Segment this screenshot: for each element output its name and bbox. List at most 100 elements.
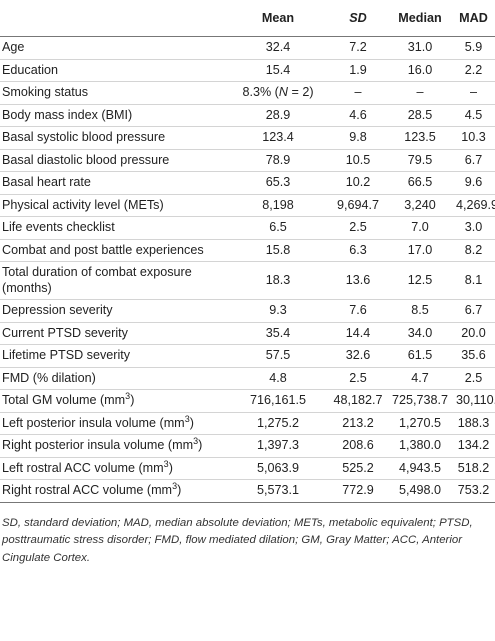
column-header: Mean	[228, 0, 328, 37]
table-row: Current PTSD severity 35.4 14.4 34.0 20.0	[0, 322, 495, 345]
cell: 1,275.2	[228, 412, 328, 435]
table-row: Combat and post battle experiences 15.8 6.…	[0, 239, 495, 262]
row-label: Depression severity	[0, 299, 228, 323]
table-row: FMD (% dilation) 4.8 2.5 4.7 2.5	[0, 367, 495, 390]
cell: 17.0	[388, 239, 452, 262]
cell: 10.5	[328, 149, 388, 172]
cell: 4.6	[328, 104, 388, 127]
row-label-part: 3	[193, 435, 199, 446]
row-label: Age	[0, 36, 228, 60]
cell: 1,270.5	[388, 412, 452, 435]
cell: 1.9	[328, 59, 388, 82]
table-row: Total GM volume (mm3) 716,161.5 48,182.7 72…	[0, 389, 495, 413]
cell: 7.2	[328, 36, 388, 60]
cell: 13.6	[328, 261, 388, 300]
cell: 3,240	[388, 194, 452, 217]
cell: 134.2	[452, 434, 495, 458]
cell: 4.5	[452, 104, 495, 127]
cell: 4,269.9	[452, 194, 495, 217]
cell: 1,380.0	[388, 434, 452, 458]
column-header: SD	[328, 0, 388, 37]
row-label: FMD (% dilation)	[0, 367, 228, 390]
cell: 5,063.9	[228, 457, 328, 480]
row-label-part: Right rostral ACC volume (mm	[2, 483, 173, 497]
table-row: Education 15.4 1.9 16.0 2.2	[0, 59, 495, 82]
row-label: Education	[0, 59, 228, 82]
row-label-part: )	[168, 460, 173, 475]
cell: 10.3	[452, 126, 495, 150]
cell: 79.5	[388, 149, 452, 172]
cell: 31.0	[388, 36, 452, 60]
cell: 4.8	[228, 367, 328, 390]
cell: 6.7	[452, 149, 495, 172]
cell: 123.4	[228, 126, 328, 150]
cell: 7.0	[388, 216, 452, 240]
table-row: Basal systolic blood pressure 123.4 9.8 123…	[0, 126, 495, 150]
data-table: Mean SD Median MAD Age 32.4 7.2 31.0 5.9 Educati…	[0, 0, 495, 503]
row-label-part: 3	[172, 480, 178, 491]
cell: –	[388, 81, 452, 105]
cell: 20.0	[452, 322, 495, 345]
cell: –	[328, 81, 388, 105]
table-row: Smoking status 8.3% (N = 2) – – –	[0, 81, 495, 105]
header-row: Mean SD Median MAD	[0, 0, 495, 37]
row-label: Life events checklist	[0, 216, 228, 240]
cell: 208.6	[328, 434, 388, 458]
row-label-part: )	[198, 438, 203, 452]
cell: 57.5	[228, 344, 328, 368]
footnote: SD, standard deviation; MAD, median abso…	[2, 516, 473, 564]
cell: 30,110.8	[452, 389, 495, 413]
cell: 28.5	[388, 104, 452, 127]
cell: 2.2	[452, 59, 495, 82]
cell: 2.5	[328, 367, 388, 390]
cell-part: = 2)	[287, 85, 314, 99]
table-row: Right rostral ACC volume (mm3) 5,573.1 772…	[0, 479, 495, 503]
cell: 772.9	[328, 479, 388, 503]
cell: 48,182.7	[328, 389, 388, 413]
row-label: Basal heart rate	[0, 171, 228, 195]
table-row: Left posterior insula volume (mm3) 1,275.…	[0, 412, 495, 435]
row-label: Basal systolic blood pressure	[0, 126, 228, 150]
row-label-part: )	[189, 415, 194, 430]
row-label: Basal diastolic blood pressure	[0, 149, 228, 172]
row-label: Smoking status	[0, 81, 228, 105]
cell: 2.5	[452, 367, 495, 390]
row-label-part: Right posterior insula volume (mm	[2, 438, 194, 452]
cell: 65.3	[228, 171, 328, 195]
cell: 8.2	[452, 239, 495, 262]
cell: 9.8	[328, 126, 388, 150]
row-label: Combat and post battle experiences	[0, 239, 228, 262]
cell: 10.2	[328, 171, 388, 195]
header-corner	[0, 0, 228, 37]
row-label: Left rostral ACC volume (mm3)	[0, 457, 228, 480]
row-label: Total duration of combat exposure (month…	[0, 261, 228, 300]
row-label: Physical activity level (METs)	[0, 194, 228, 217]
cell: 5,498.0	[388, 479, 452, 503]
row-label-part: Total GM volume (mm	[2, 393, 126, 407]
row-label-part: 3	[163, 458, 169, 469]
table-row: Total duration of combat exposure (month…	[0, 261, 495, 300]
cell: 753.2	[452, 479, 495, 503]
cell: –	[452, 81, 495, 105]
cell: 8,198	[228, 194, 328, 217]
row-label-part: Left rostral ACC volume (mm	[2, 460, 164, 475]
table-row: Depression severity 9.3 7.6 8.5 6.7	[0, 299, 495, 323]
cell: 6.7	[452, 299, 495, 323]
column-header: Median	[388, 0, 452, 37]
row-label: Total GM volume (mm3)	[0, 389, 228, 413]
table-row: Basal diastolic blood pressure 78.9 10.5 79…	[0, 149, 495, 172]
cell: 9.6	[452, 171, 495, 195]
cell: 2.5	[328, 216, 388, 240]
cell: 15.8	[228, 239, 328, 262]
table-row: Age 32.4 7.2 31.0 5.9	[0, 36, 495, 60]
cell: 518.2	[452, 457, 495, 480]
row-label: Body mass index (BMI)	[0, 104, 228, 127]
column-header: MAD	[452, 0, 495, 37]
cell: 32.4	[228, 36, 328, 60]
cell: 8.3% (N = 2)	[228, 81, 328, 105]
cell: 12.5	[388, 261, 452, 300]
row-label: Right posterior insula volume (mm3)	[0, 434, 228, 458]
row-label: Lifetime PTSD severity	[0, 344, 228, 368]
cell: 188.3	[452, 412, 495, 435]
